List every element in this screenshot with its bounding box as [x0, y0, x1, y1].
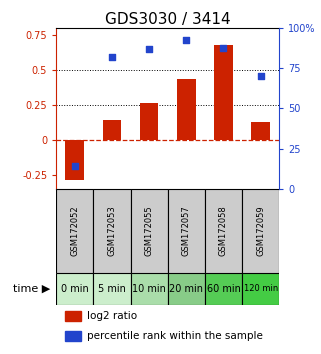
- Bar: [65, 140, 84, 180]
- Bar: [103, 120, 121, 140]
- Bar: [56, 189, 93, 273]
- Bar: [214, 45, 233, 140]
- Bar: [177, 79, 195, 140]
- Bar: [93, 189, 131, 273]
- Text: GSM172057: GSM172057: [182, 206, 191, 256]
- Text: 120 min: 120 min: [244, 284, 278, 293]
- Bar: [205, 273, 242, 305]
- Text: GSM172055: GSM172055: [145, 206, 154, 256]
- Bar: [93, 273, 131, 305]
- Bar: [131, 189, 168, 273]
- Point: [184, 37, 189, 42]
- Text: 60 min: 60 min: [206, 284, 240, 294]
- Text: 10 min: 10 min: [132, 284, 166, 294]
- Bar: [65, 312, 81, 321]
- Bar: [242, 273, 279, 305]
- Text: GSM172059: GSM172059: [256, 206, 265, 256]
- Bar: [140, 103, 159, 140]
- Bar: [205, 189, 242, 273]
- Bar: [65, 331, 81, 341]
- Point: [258, 74, 263, 79]
- Point: [147, 46, 152, 52]
- Point: [221, 45, 226, 50]
- Text: log2 ratio: log2 ratio: [87, 311, 137, 321]
- Text: percentile rank within the sample: percentile rank within the sample: [87, 331, 263, 341]
- Bar: [56, 273, 93, 305]
- Bar: [168, 273, 205, 305]
- Bar: [242, 189, 279, 273]
- Title: GDS3030 / 3414: GDS3030 / 3414: [105, 12, 230, 27]
- Text: GSM172058: GSM172058: [219, 206, 228, 256]
- Text: 0 min: 0 min: [61, 284, 89, 294]
- Bar: [168, 189, 205, 273]
- Text: 5 min: 5 min: [98, 284, 126, 294]
- Text: GSM172052: GSM172052: [70, 206, 79, 256]
- Point: [72, 164, 77, 169]
- Point: [109, 55, 115, 60]
- Text: 20 min: 20 min: [169, 284, 203, 294]
- Bar: [131, 273, 168, 305]
- Bar: [251, 122, 270, 140]
- Text: time ▶: time ▶: [13, 284, 50, 294]
- Text: GSM172053: GSM172053: [108, 206, 117, 256]
